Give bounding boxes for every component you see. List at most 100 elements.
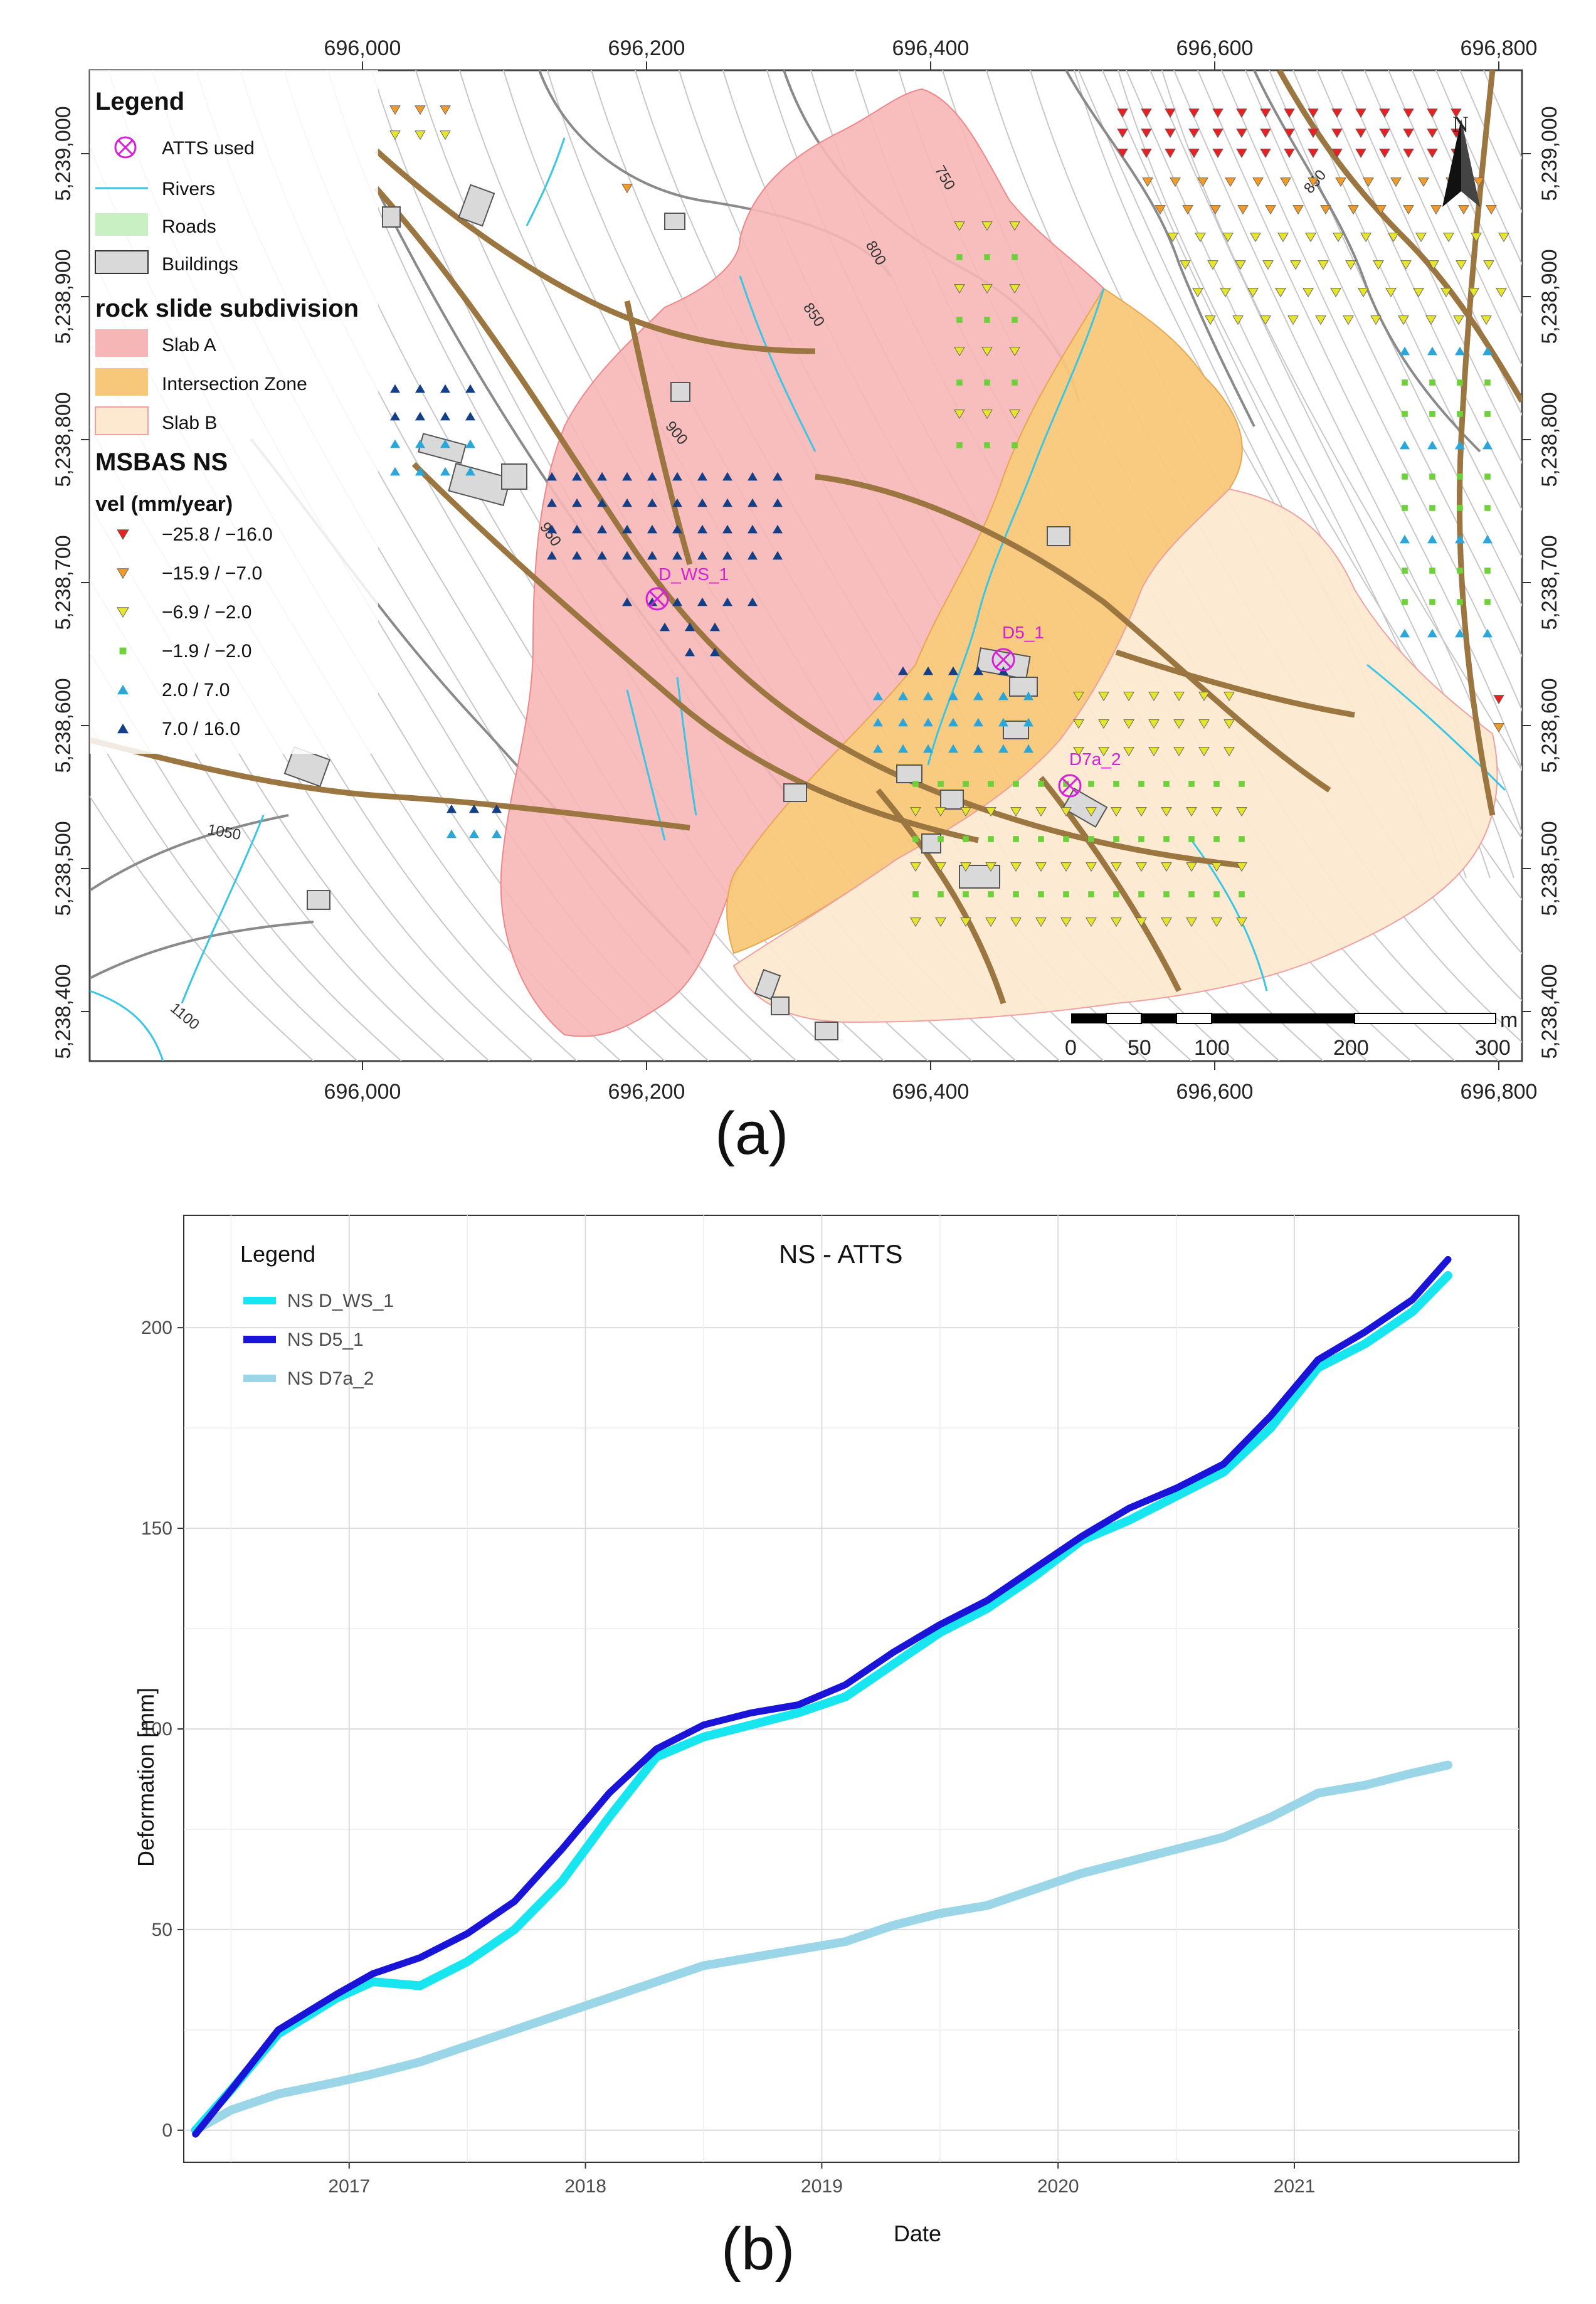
- velocity-point: [1073, 719, 1084, 729]
- velocity-point: [998, 691, 1008, 700]
- velocity-point: [1280, 177, 1291, 188]
- velocity-point: [1427, 628, 1437, 638]
- velocity-point: [1213, 891, 1220, 897]
- velocity-point: [873, 691, 883, 700]
- scalebar-unit: m: [1500, 1008, 1518, 1032]
- legend-road-patch: [95, 213, 148, 236]
- atts-point-d7a-2[interactable]: D7a_2: [1058, 749, 1121, 798]
- velocity-point: [1123, 719, 1134, 729]
- velocity-point: [1138, 781, 1144, 787]
- velocity-point: [1212, 108, 1223, 119]
- chart-xlabel: Date: [894, 2221, 941, 2246]
- chart-legend-label-2: NS D7a_2: [287, 1368, 374, 1389]
- chart-legend-title: Legend: [240, 1241, 315, 1267]
- velocity-point: [1155, 205, 1166, 215]
- velocity-point: [672, 524, 682, 534]
- velocity-point: [1427, 346, 1437, 356]
- contour-line: [1459, 70, 1522, 214]
- velocity-point: [1222, 233, 1234, 243]
- velocity-point: [390, 411, 400, 421]
- velocity-point: [1453, 315, 1464, 325]
- velocity-point: [697, 524, 707, 534]
- velocity-point: [492, 804, 502, 813]
- velocity-point: [647, 472, 657, 481]
- map-x-tick-label-bottom: 696,000: [324, 1080, 401, 1104]
- velocity-point: [597, 498, 607, 507]
- velocity-point: [1098, 747, 1109, 757]
- chart-legend-label-1: NS D5_1: [287, 1329, 364, 1350]
- velocity-point: [415, 384, 425, 393]
- velocity-point: [697, 597, 707, 606]
- velocity-point: [1236, 807, 1247, 817]
- velocity-point: [1060, 807, 1072, 817]
- velocity-point: [1136, 862, 1147, 872]
- velocity-point: [1063, 891, 1069, 897]
- velocity-point: [1455, 346, 1465, 356]
- atts-point-d5-1[interactable]: D5_1: [991, 623, 1044, 672]
- velocity-point: [722, 524, 732, 534]
- velocity-point: [1496, 288, 1507, 298]
- velocity-point: [1358, 288, 1369, 298]
- chart-x-tick-label: 2017: [328, 2176, 370, 2197]
- velocity-point: [1010, 807, 1022, 817]
- map-legend: Legend ATTS used Rivers Roads Buildings …: [95, 88, 359, 739]
- map-x-tick-label-bottom: 696,800: [1461, 1080, 1538, 1104]
- velocity-point: [910, 807, 921, 817]
- velocity-point: [1236, 862, 1247, 872]
- velocity-point: [1375, 205, 1387, 215]
- velocity-point: [910, 917, 921, 927]
- velocity-point: [685, 622, 695, 631]
- map-x-tick-label-top: 696,200: [608, 36, 685, 60]
- velocity-point: [415, 439, 425, 448]
- velocity-point: [1481, 315, 1492, 325]
- velocity-point: [469, 804, 479, 813]
- velocity-point: [898, 691, 908, 700]
- velocity-point: [1355, 149, 1366, 159]
- velocity-point: [1484, 473, 1491, 480]
- velocity-point: [1308, 177, 1319, 188]
- chart-x-tick-label: 2021: [1274, 2176, 1316, 2197]
- chart-y-tick-label: 200: [141, 1318, 172, 1338]
- velocity-point: [1429, 379, 1435, 386]
- velocity-point: [1163, 891, 1170, 897]
- velocity-point: [956, 317, 963, 323]
- atts-point-d-ws-1[interactable]: D_WS_1: [645, 564, 729, 611]
- contour-line: [1388, 70, 1522, 367]
- velocity-point: [390, 467, 400, 476]
- map-y-tick-label-left: 5,238,600: [51, 678, 75, 773]
- velocity-point: [1456, 260, 1467, 270]
- legend-vel-label-2: −6.9 / −2.0: [162, 602, 251, 623]
- velocity-point: [1284, 149, 1295, 159]
- velocity-point: [1429, 599, 1435, 605]
- velocity-point: [748, 524, 758, 534]
- velocity-point: [1308, 129, 1319, 139]
- velocity-point: [622, 551, 632, 560]
- chart-series-line-2: [191, 1760, 1452, 2135]
- velocity-point: [465, 384, 475, 393]
- velocity-point: [572, 498, 582, 507]
- velocity-point: [1455, 628, 1465, 638]
- velocity-point: [1012, 254, 1018, 260]
- velocity-point: [1123, 692, 1134, 702]
- velocity-point: [1468, 288, 1479, 298]
- velocity-point: [465, 439, 475, 448]
- velocity-point: [1148, 719, 1160, 729]
- velocity-point: [1038, 891, 1044, 897]
- velocity-point: [1318, 260, 1329, 270]
- velocity-point: [1484, 505, 1491, 511]
- velocity-point: [1275, 288, 1286, 298]
- velocity-point: [973, 691, 983, 700]
- legend-intersection-patch: [95, 368, 148, 396]
- velocity-point: [440, 467, 450, 476]
- velocity-point: [1188, 108, 1200, 119]
- velocity-point: [1305, 233, 1316, 243]
- velocity-point: [1035, 807, 1047, 817]
- velocity-point: [873, 717, 883, 727]
- map-y-tick-label-right: 5,238,600: [1538, 678, 1562, 773]
- velocity-point: [1012, 442, 1018, 448]
- velocity-point: [938, 891, 944, 897]
- velocity-point: [672, 472, 682, 481]
- velocity-point: [447, 804, 457, 813]
- velocity-point: [963, 781, 969, 787]
- velocity-point: [1457, 505, 1463, 511]
